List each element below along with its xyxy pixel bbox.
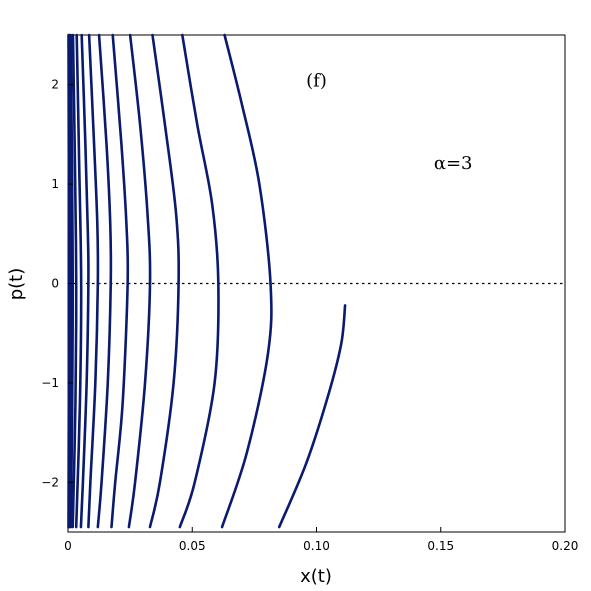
trajectory-curve-14 [277,304,347,529]
trajectory-curve-9 [74,33,83,529]
trajectory-curve-7 [87,33,100,529]
x-tick-label: 0 [64,539,72,553]
y-tick-label: −2 [41,475,59,489]
y-tick-label: −1 [41,376,59,390]
trajectory-curve-6 [96,33,113,529]
x-axis-label: x(t) [300,566,332,587]
x-tick-label: 0.20 [552,539,579,553]
y-tick-label: 2 [51,78,59,92]
trajectory-curve-1 [220,33,273,529]
trajectory-curve-8 [79,33,90,529]
trajectory-curve-4 [127,33,152,529]
y-axis-label: p(t) [6,268,27,301]
trajectory-curve-3 [148,33,180,529]
trajectory-curve-10 [71,33,78,529]
trajectory-curve-2 [178,33,220,529]
trajectory-curve-5 [110,33,130,529]
chart-annotation-2: α=3 [434,153,473,174]
x-tick-label: 0.05 [179,539,206,553]
x-tick-label: 0.10 [303,539,330,553]
y-tick-label: 0 [51,277,59,291]
x-tick-label: 0.15 [427,539,454,553]
y-tick-label: 1 [51,177,59,191]
chart-annotation-1: (f) [306,71,327,92]
